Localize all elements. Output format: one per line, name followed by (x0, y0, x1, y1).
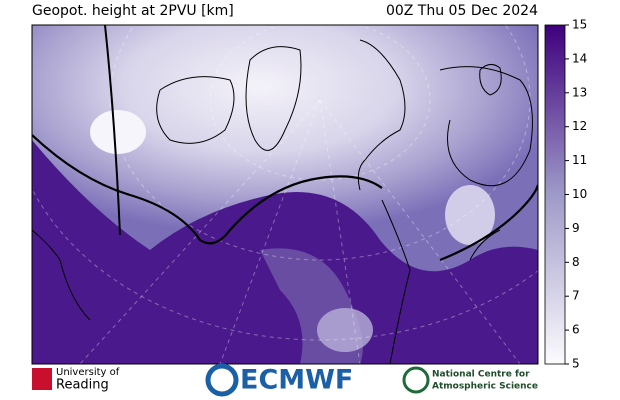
map (32, 25, 538, 364)
colorbar-tick-label: 12 (572, 119, 587, 133)
map-title: Geopot. height at 2PVU [km] (32, 3, 234, 19)
colorbar-tick-label: 10 (572, 187, 587, 201)
logo-reading: University of Reading (32, 367, 120, 393)
colorbar: 5 6 7 8 9 10 11 12 13 14 15 (544, 18, 587, 371)
logo-ncas: National Centre for Atmospheric Science (402, 366, 538, 394)
colorbar-tick-label: 9 (572, 221, 580, 235)
colorbar-tick-label: 15 (572, 18, 587, 32)
ncas-mark (402, 366, 430, 394)
reading-line2: Reading (56, 378, 109, 393)
colorbar-tick-label: 14 (572, 51, 587, 65)
colorbar-tick-label: 7 (572, 289, 580, 303)
colorbar-tick-label: 6 (572, 323, 580, 337)
logo-ecmwf: ECMWF (205, 363, 353, 397)
ncas-line2: Atmospheric Science (432, 382, 538, 392)
colorbar-tick-label: 8 (572, 255, 580, 269)
colorbar-scale (544, 24, 566, 365)
colorbar-tick-label: 5 (572, 357, 580, 371)
colorbar-tick-label: 13 (572, 85, 587, 99)
ncas-line1: National Centre for (432, 370, 530, 380)
reading-line1: University of (56, 367, 120, 378)
ecmwf-mark (205, 363, 239, 397)
valid-time: 00Z Thu 05 Dec 2024 (386, 3, 538, 19)
map-frame (31, 24, 539, 365)
ecmwf-text: ECMWF (240, 365, 353, 396)
reading-crest (32, 368, 52, 390)
colorbar-tick-label: 11 (572, 153, 587, 167)
